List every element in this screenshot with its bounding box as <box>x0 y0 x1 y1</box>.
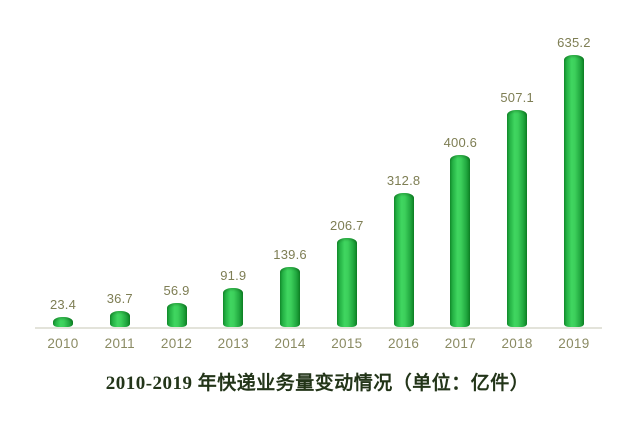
bar-2014 <box>280 267 301 327</box>
bar-2011 <box>109 311 130 327</box>
bar-column: 23.4 <box>35 297 91 327</box>
bar-column: 56.9 <box>149 283 205 327</box>
bar-value-label: 139.6 <box>273 247 307 262</box>
bar-value-label: 507.1 <box>500 90 534 105</box>
x-axis-label-2015: 2015 <box>331 336 363 351</box>
bar-2015 <box>336 238 357 327</box>
bar-value-label: 312.8 <box>386 173 421 188</box>
bar-value-label: 206.7 <box>330 218 364 233</box>
x-axis-label-2011: 2011 <box>104 336 135 351</box>
x-axis-label-2012: 2012 <box>160 336 193 351</box>
bar-2013 <box>223 288 244 327</box>
bar-value-label: 91.9 <box>220 268 247 283</box>
bar-column: 400.6 <box>432 135 488 327</box>
bar-value-label: 56.9 <box>163 283 190 298</box>
bar-column: 312.8 <box>376 173 432 327</box>
x-axis-label-2013: 2013 <box>217 336 249 351</box>
bar-2017 <box>450 155 471 327</box>
bar-value-label: 23.4 <box>49 297 77 312</box>
x-axis-label-2010: 2010 <box>47 336 79 351</box>
bar-2012 <box>166 303 187 327</box>
x-axis-label-2016: 2016 <box>387 336 420 351</box>
bars-container: 23.4 36.7 56.9 91.9 139.6 206.7 312.8 400.6 507.… <box>35 27 602 327</box>
x-axis-label-2019: 2019 <box>558 336 590 351</box>
chart-title: 2010-2019 年快递业务量变动情况（单位：亿件） <box>105 373 530 394</box>
bar-column: 635.2 <box>546 35 602 327</box>
bar-column: 91.9 <box>205 268 261 327</box>
bar-2010 <box>53 317 73 327</box>
x-axis-label-2017: 2017 <box>444 336 476 351</box>
bar-column: 507.1 <box>489 90 545 327</box>
x-axis-label-2018: 2018 <box>501 336 533 351</box>
bar-column: 139.6 <box>262 247 318 327</box>
x-axis-label-2014: 2014 <box>274 336 306 351</box>
bar-column: 36.7 <box>92 291 148 327</box>
bar-column: 206.7 <box>319 218 375 327</box>
bar-value-label: 400.6 <box>443 135 478 150</box>
bar-value-label: 635.2 <box>557 35 591 50</box>
x-axis-labels: 2010 2011 2012 2013 2014 2015 2016 2017 2018 2019 <box>35 336 602 351</box>
bar-2016 <box>393 193 414 327</box>
bar-2018 <box>507 110 528 327</box>
x-axis-line <box>35 327 602 329</box>
bar-2019 <box>563 55 584 327</box>
bar-chart-plot: 23.4 36.7 56.9 91.9 139.6 206.7 312.8 400.6 507.… <box>35 27 602 351</box>
bar-value-label: 36.7 <box>106 291 133 306</box>
